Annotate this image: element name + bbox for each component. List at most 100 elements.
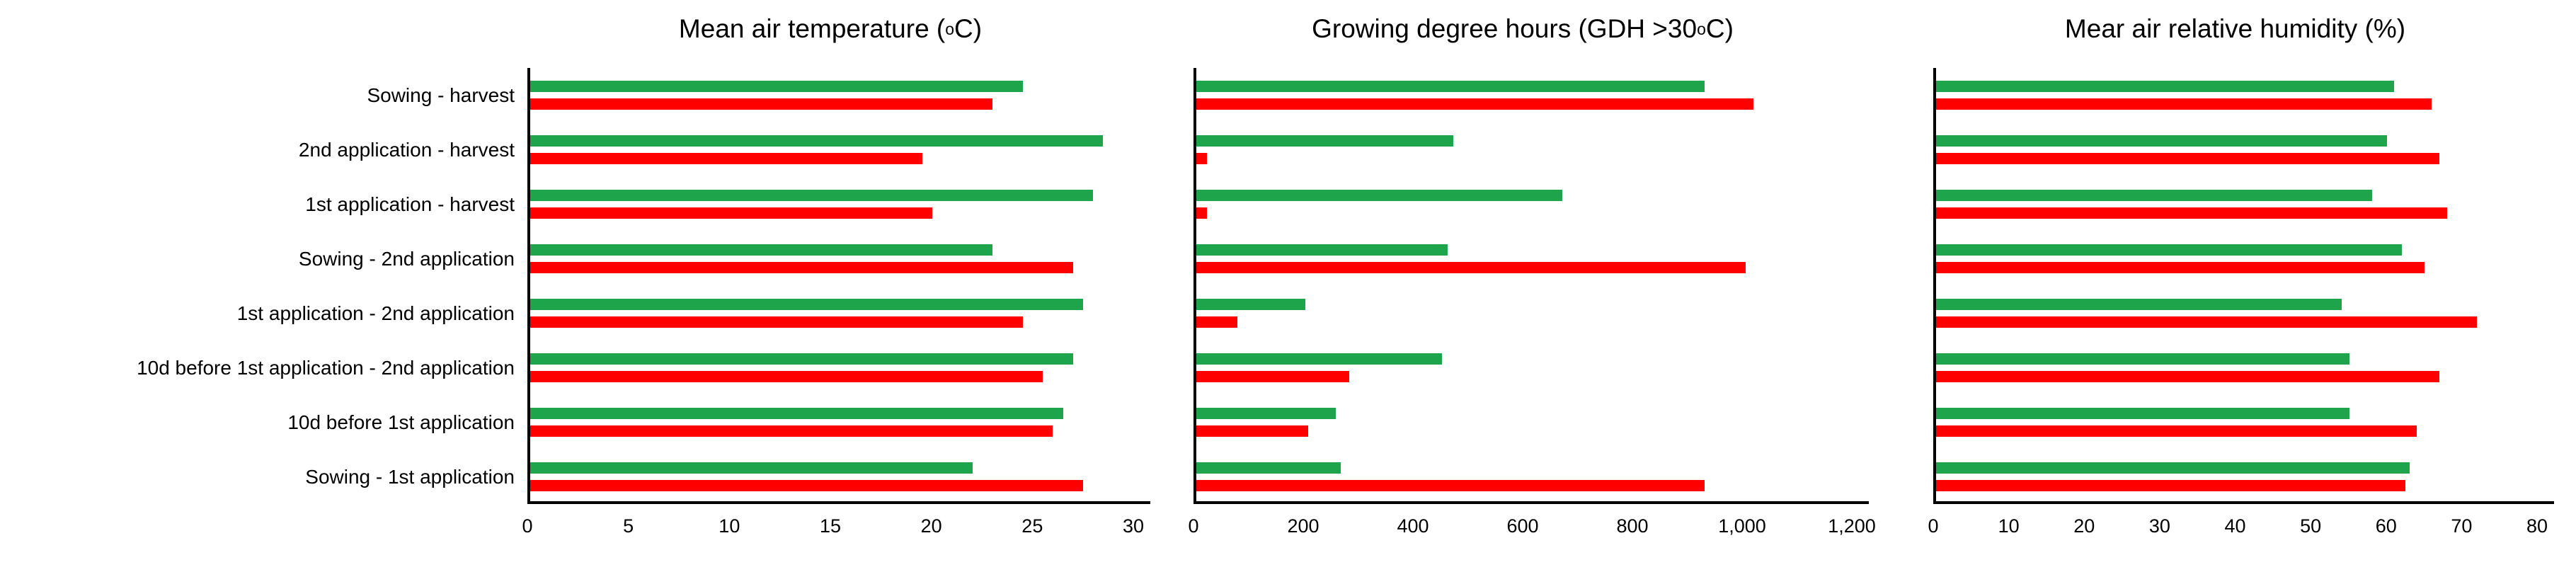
category-label: 2nd application - harvest [298, 138, 515, 161]
bar-red [530, 98, 993, 110]
x-tick-label: 0 [1188, 515, 1199, 537]
bar-green [530, 190, 1094, 201]
category-label: 10d before 1st application - 2nd applica… [137, 356, 515, 379]
bar-red [530, 262, 1073, 273]
title-text: Mear air relative humidity (%) [2064, 14, 2406, 43]
bar-red [1936, 480, 2406, 491]
bar-green [530, 462, 973, 474]
bar-red [530, 425, 1053, 437]
bar-green [530, 81, 1023, 92]
bar-green [1196, 462, 1341, 474]
bar-green [1196, 190, 1563, 201]
bar-red [1196, 153, 1208, 164]
bar-red [1196, 480, 1705, 491]
x-tick-label: 40 [2224, 515, 2246, 537]
bar-green [1936, 462, 2410, 474]
chart-title-mean-air-temperature: Mean air temperature (o C) [678, 14, 983, 43]
category-label: 1st application - 2nd application [236, 302, 515, 324]
category-label: Sowing - harvest [367, 84, 515, 106]
bar-red [1936, 262, 2425, 273]
bar-group [530, 395, 1133, 450]
x-tick-label: 0 [1928, 515, 1939, 537]
title-text: C) [954, 14, 983, 43]
plot-area-gdh [1193, 68, 1869, 504]
x-axis-ticks-temperature: 0 5 10 15 20 25 30 [522, 504, 1144, 572]
x-tick-label: 1,000 [1718, 515, 1766, 537]
bar-red [1936, 98, 2432, 110]
bar-green [1196, 353, 1443, 365]
x-axis-ticks-gdh: 0 200 400 600 800 1,000 1,200 [1188, 504, 1875, 572]
x-axis-line [1193, 501, 1869, 504]
bar-group [1936, 341, 2537, 395]
bar-group [530, 231, 1133, 286]
x-tick-label: 10 [1998, 515, 2020, 537]
bar-group [1936, 395, 2537, 450]
x-tick-label: 25 [1021, 515, 1043, 537]
category-label: Sowing - 1st application [305, 465, 515, 488]
bar-red [530, 153, 922, 164]
x-axis-ticks-humidity: 0 10 20 30 40 50 60 70 80 [1928, 504, 2548, 572]
bar-red [530, 480, 1083, 491]
bar-green [1936, 408, 2349, 419]
bar-red [530, 371, 1043, 382]
bar-red [530, 316, 1023, 328]
y-axis-line [527, 68, 530, 504]
bar-group [1196, 231, 1852, 286]
title-text: Mean air temperature ( [678, 14, 946, 43]
bar-group [1196, 177, 1852, 231]
bar-green [530, 408, 1063, 419]
x-tick-label: 200 [1287, 515, 1320, 537]
bar-red [1196, 98, 1754, 110]
bar-green [530, 135, 1104, 147]
bar-green [530, 353, 1073, 365]
bar-group [530, 122, 1133, 177]
plot-area-temperature [527, 68, 1150, 504]
x-tick-label: 60 [2375, 515, 2397, 537]
bar-green [530, 299, 1083, 310]
bar-red [1196, 316, 1237, 328]
category-labels-column: Sowing - harvest 2nd application - harves… [0, 68, 527, 504]
bar-group [1196, 341, 1852, 395]
bar-green [1196, 135, 1453, 147]
chart-title-growing-degree-hours: Growing degree hours (GDH >30 o C) [1312, 14, 1734, 43]
title-text: C) [1705, 14, 1734, 43]
bar-group [1936, 286, 2537, 341]
bar-group [530, 177, 1133, 231]
x-tick-label: 30 [1122, 515, 1145, 537]
bar-red [1196, 262, 1746, 273]
x-axis-line [527, 501, 1150, 504]
bar-group [1936, 231, 2537, 286]
bar-red [1936, 371, 2440, 382]
x-tick-label: 5 [623, 515, 634, 537]
bar-green [1196, 81, 1705, 92]
y-axis-line [1193, 68, 1196, 504]
category-label: 10d before 1st application [287, 411, 515, 433]
bar-green [1936, 299, 2342, 310]
y-axis-line [1933, 68, 1936, 504]
category-label: Sowing - 2nd application [298, 247, 515, 270]
plot-area-humidity [1933, 68, 2554, 504]
x-tick-label: 30 [2148, 515, 2170, 537]
bar-green [1936, 135, 2387, 147]
x-tick-label: 20 [920, 515, 942, 537]
bar-green [1936, 353, 2349, 365]
bar-group [530, 68, 1133, 122]
bar-red [1196, 207, 1208, 219]
title-text: Growing degree hours (GDH >30 [1312, 14, 1698, 43]
x-tick-label: 1,200 [1828, 515, 1876, 537]
x-tick-label: 15 [819, 515, 842, 537]
x-tick-label: 80 [2526, 515, 2548, 537]
x-tick-label: 20 [2073, 515, 2095, 537]
bar-green [1196, 299, 1306, 310]
bar-green [530, 244, 993, 256]
bar-group [1196, 122, 1852, 177]
bar-green [1936, 244, 2402, 256]
bar-red [1196, 371, 1350, 382]
bar-group [530, 450, 1133, 504]
bar-group [1196, 68, 1852, 122]
bar-group [1936, 450, 2537, 504]
bar-red [1936, 316, 2478, 328]
bar-group [1196, 286, 1852, 341]
x-tick-label: 400 [1397, 515, 1429, 537]
x-tick-label: 70 [2451, 515, 2473, 537]
